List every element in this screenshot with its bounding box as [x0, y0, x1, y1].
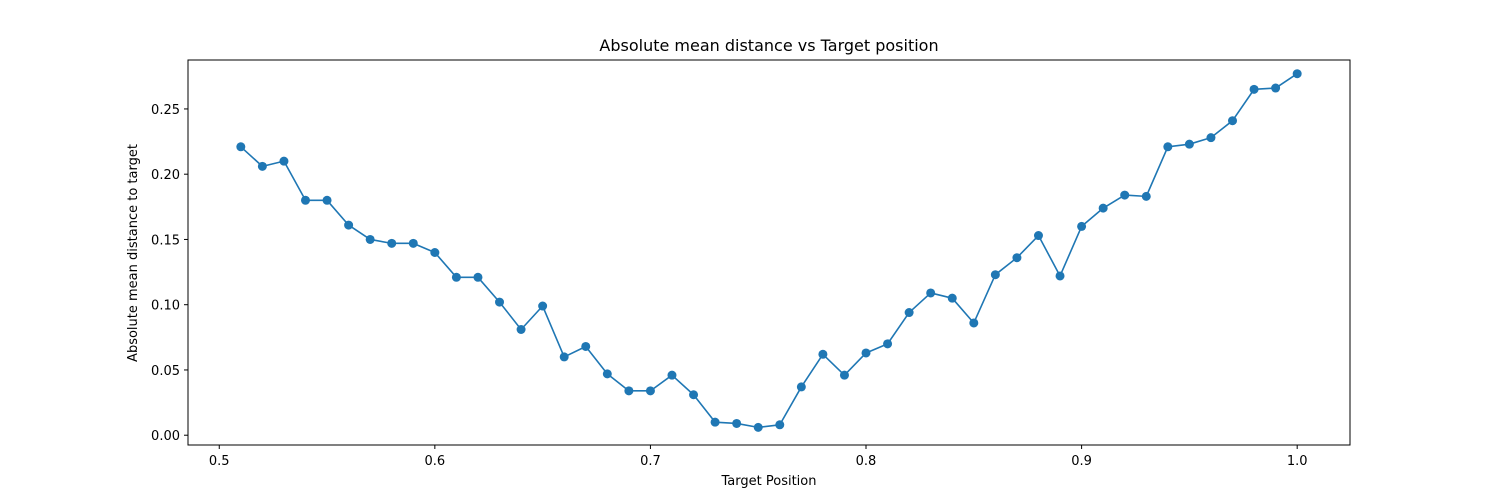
y-tick-label: 0.25 — [151, 103, 180, 118]
data-point — [861, 348, 871, 358]
data-point — [1228, 116, 1238, 126]
x-tick-label: 0.9 — [1071, 454, 1092, 469]
data-point — [1206, 133, 1216, 143]
data-point — [1033, 231, 1043, 241]
data-point — [322, 195, 332, 205]
axes-frame — [187, 59, 1351, 446]
data-point — [645, 386, 655, 396]
data-point — [516, 325, 526, 334]
data-point — [1141, 191, 1151, 201]
x-tick-label: 0.7 — [640, 454, 661, 469]
data-point — [581, 341, 591, 351]
y-tick-label: 0.10 — [151, 299, 180, 314]
data-point — [689, 390, 699, 400]
y-tick-label: 0.15 — [151, 233, 180, 248]
x-axis-label: Target Position — [721, 474, 817, 489]
data-point — [904, 308, 914, 318]
data-point — [344, 220, 354, 230]
data-point — [775, 420, 785, 430]
data-point — [667, 370, 677, 380]
data-point — [538, 301, 548, 311]
data-point — [451, 272, 461, 282]
data-point — [624, 386, 634, 396]
data-point — [1184, 139, 1194, 149]
data-point — [947, 293, 957, 303]
data-point — [1055, 271, 1065, 281]
y-axis-label: Absolute mean distance to target — [126, 144, 141, 362]
data-point — [279, 156, 289, 166]
x-tick-label: 0.8 — [856, 454, 877, 469]
data-point — [473, 272, 483, 282]
x-tick-label: 0.5 — [209, 454, 230, 469]
data-point — [257, 161, 267, 171]
data-point — [1120, 190, 1130, 200]
data-point — [602, 369, 612, 379]
y-tick-label: 0.00 — [151, 429, 180, 444]
data-point — [1012, 253, 1022, 263]
y-tick-label: 0.05 — [151, 364, 180, 379]
data-point — [926, 288, 936, 298]
data-point — [236, 142, 246, 152]
data-point — [300, 195, 310, 205]
data-point — [839, 370, 849, 380]
plot-area: 0.5 0.6 0.7 0.8 0.9 1.0 0.00 0.05 0.10 0.15 0.20 0.… — [151, 59, 1351, 469]
x-tick-label: 0.6 — [425, 454, 446, 469]
data-point — [387, 238, 397, 248]
data-point — [732, 418, 742, 428]
data-point — [495, 297, 505, 307]
data-point — [1077, 221, 1087, 231]
data-point — [969, 318, 979, 328]
data-point — [1292, 69, 1302, 79]
data-point — [1271, 83, 1281, 93]
data-point — [990, 270, 1000, 280]
data-point — [818, 349, 828, 359]
data-point — [559, 352, 569, 362]
data-point — [1098, 203, 1108, 213]
data-point — [796, 382, 806, 392]
chart-title: Absolute mean distance vs Target positio… — [599, 36, 938, 55]
data-point — [710, 417, 720, 427]
data-point — [430, 248, 440, 257]
data-point — [1249, 84, 1259, 94]
y-tick-label: 0.20 — [151, 168, 180, 183]
x-tick-label: 1.0 — [1287, 454, 1308, 469]
data-point — [408, 238, 418, 248]
data-point — [1163, 142, 1173, 152]
data-point — [365, 234, 375, 244]
data-point — [883, 339, 893, 349]
data-point — [753, 422, 763, 432]
